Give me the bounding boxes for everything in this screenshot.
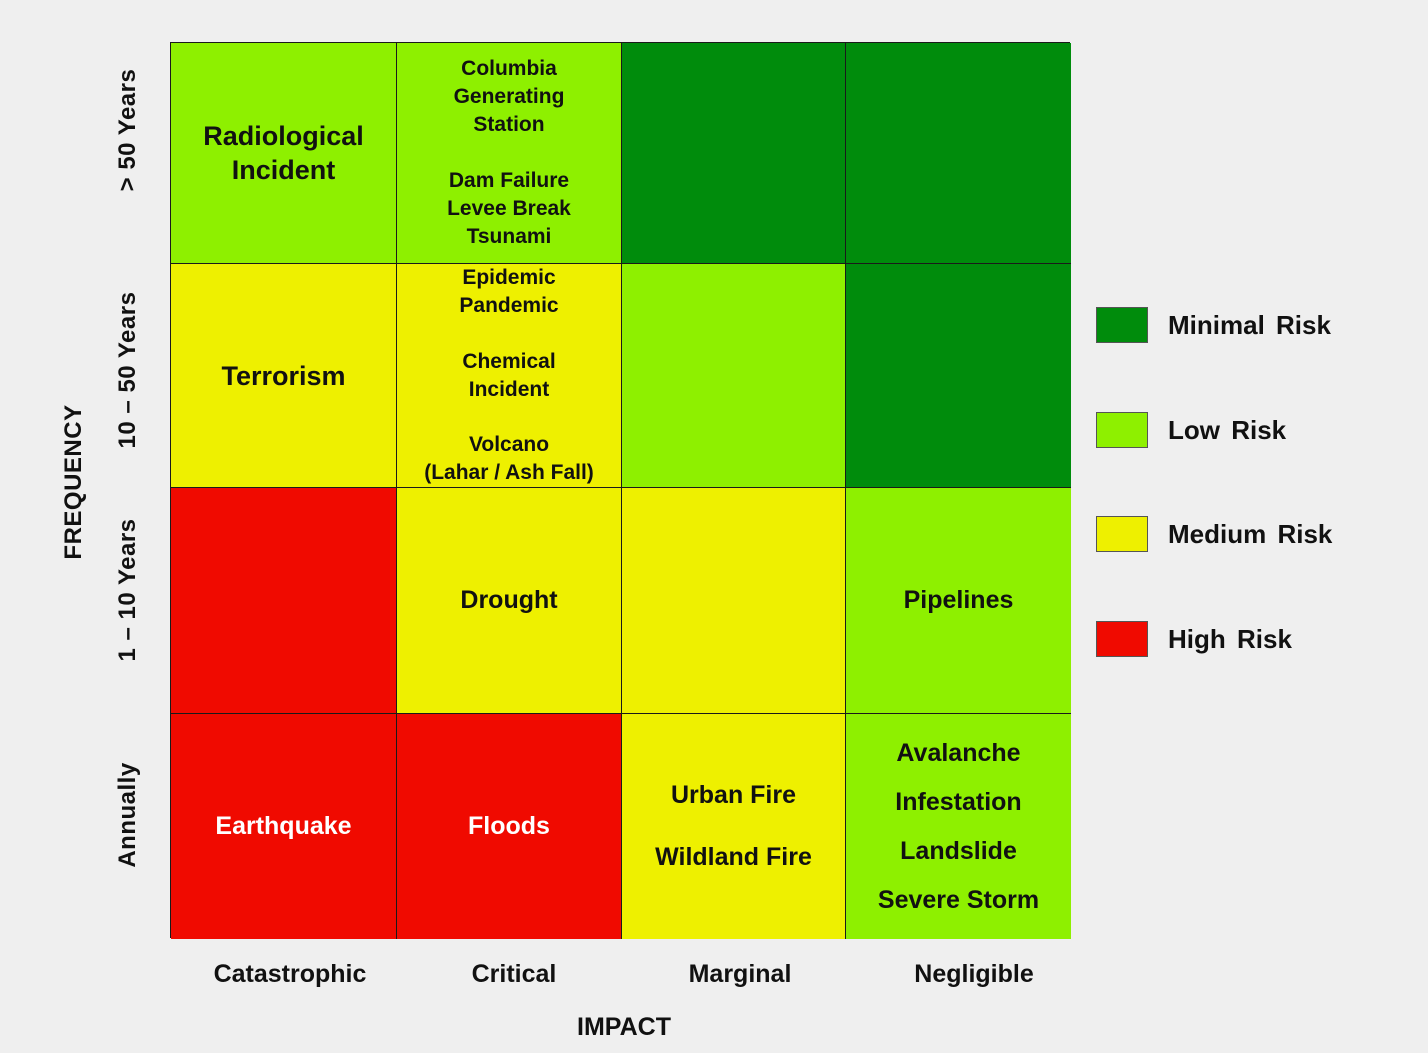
legend-label: Minimal Risk [1168,309,1331,340]
x-tick-label: Marginal [688,960,792,988]
cell-negligible-10-50years [846,264,1071,488]
cell-text: Incident [468,377,550,401]
cell-radiological: Radiological Incident [171,43,397,264]
legend-item-high: High Risk [1096,620,1292,658]
y-tick-label: > 50 Years [114,68,141,192]
cell-text: (Lahar / Ash Fall) [424,461,594,484]
y-axis-title: FREQUENCY [60,404,87,560]
x-tick-label: Critical [471,960,557,988]
legend-item-minimal: Minimal Risk [1096,306,1331,344]
y-tick-label: Annually [114,762,141,868]
cell-text: Pipelines [903,586,1014,614]
cell-drought: Drought [397,488,622,714]
cell-text: Severe Storm [877,885,1040,914]
cell-text: Avalanche [896,738,1021,767]
cell-fires: Urban Fire Wildland Fire [622,714,846,939]
risk-matrix: Radiological Incident Columbia Generatin… [170,42,1071,939]
cell-negligible-annually: Avalanche Infestation Landslide Severe S… [846,714,1071,939]
cell-terrorism: Terrorism [171,264,397,488]
cell-text: Landslide [900,836,1017,865]
cell-earthquake: Earthquake [171,714,397,939]
y-tick-label: 1 – 10 Years [114,518,141,662]
cell-text: Pandemic [459,294,559,317]
cell-text: Radiological [203,121,364,151]
cell-pipelines: Pipelines [846,488,1071,714]
cell-negligible-50years [846,43,1071,264]
cell-text: Incident [231,155,336,185]
cell-text: Levee Break [447,197,571,220]
cell-text: Generating [453,85,565,108]
cell-marginal-1-10years [622,488,846,714]
cell-marginal-50years [622,43,846,264]
cell-text: Chemical [462,349,556,373]
cell-text: Urban Fire [670,781,797,809]
cell-critical-50years: Columbia Generating Station Dam Failure … [397,43,622,264]
cell-text: Dam Failure [448,169,570,192]
cell-catastrophic-1-10years [171,488,397,714]
cell-text: Volcano [468,433,550,456]
cell-text: Columbia [461,57,557,80]
x-tick-label: Negligible [914,960,1034,988]
legend-swatch [1096,621,1148,657]
cell-text: Epidemic [462,266,556,289]
x-tick-label: Catastrophic [213,960,367,988]
legend-label: High Risk [1168,623,1292,654]
legend-label: Low Risk [1168,414,1287,445]
cell-marginal-10-50years [622,264,846,488]
legend-label: Medium Risk [1168,518,1333,549]
cell-text: Floods [468,812,550,840]
cell-text: Tsunami [466,225,552,248]
cell-text: Wildland Fire [655,843,812,871]
legend-swatch [1096,307,1148,343]
y-tick-label: 10 – 50 Years [114,291,141,449]
cell-text: Earthquake [215,812,352,840]
cell-critical-10-50years: Epidemic Pandemic Chemical Incident Volc… [397,264,622,488]
cell-floods: Floods [397,714,622,939]
cell-text: Station [473,113,545,136]
x-axis-title: IMPACT [577,1013,671,1041]
legend-swatch [1096,516,1148,552]
cell-text: Infestation [895,787,1022,816]
legend-swatch [1096,412,1148,448]
cell-text: Terrorism [221,360,346,391]
legend-item-medium: Medium Risk [1096,515,1332,553]
cell-text: Drought [460,586,558,614]
legend-item-low: Low Risk [1096,411,1286,449]
